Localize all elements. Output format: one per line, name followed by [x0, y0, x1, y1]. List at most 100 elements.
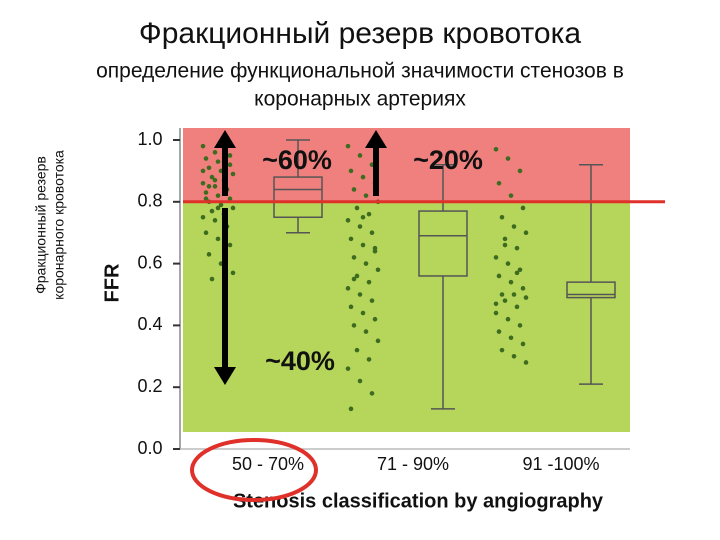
data-point [517, 323, 523, 328]
data-point [200, 214, 206, 220]
data-point [357, 378, 363, 384]
data-point [505, 156, 511, 161]
data-point [200, 143, 206, 149]
data-point [366, 357, 372, 362]
data-point [508, 193, 514, 198]
data-point [496, 329, 502, 334]
y-tick-label: 1.0 [137, 129, 162, 149]
data-point [505, 261, 511, 266]
data-point [348, 304, 354, 310]
zone-above [183, 128, 630, 202]
data-point [363, 261, 369, 266]
box [273, 176, 323, 218]
data-point [354, 205, 360, 211]
data-point [351, 187, 357, 192]
y-tick-label: 0.2 [137, 376, 162, 396]
data-point [230, 171, 236, 177]
data-point [375, 267, 381, 273]
arrow-head [214, 367, 236, 385]
y-tick-label: 0.4 [137, 314, 162, 334]
data-point [345, 143, 351, 149]
data-point [227, 196, 233, 202]
data-point [496, 180, 502, 186]
data-point [369, 298, 375, 303]
data-point [354, 347, 360, 353]
annotation: ~20% [413, 145, 483, 175]
data-point [366, 211, 372, 217]
data-point [496, 273, 502, 279]
x-axis-label: Stenosis classification by angiography [233, 490, 604, 512]
data-point [520, 286, 526, 291]
data-point [348, 236, 354, 242]
data-point [203, 196, 209, 202]
data-point [499, 214, 505, 220]
data-point [206, 184, 212, 189]
data-point [230, 270, 236, 276]
data-point [351, 255, 357, 260]
data-point [212, 218, 218, 223]
y-tick-label: 0.6 [137, 252, 162, 272]
data-point [218, 202, 224, 208]
data-point [493, 301, 499, 307]
data-point [520, 205, 526, 211]
data-point [209, 276, 215, 282]
data-point [206, 252, 212, 257]
data-point [511, 354, 517, 359]
data-point [215, 205, 221, 211]
data-point [508, 335, 514, 341]
data-point [505, 316, 511, 322]
highlight-circle [190, 438, 318, 502]
data-point [372, 316, 378, 322]
data-point [369, 391, 375, 396]
data-point [209, 208, 215, 214]
data-point [502, 242, 508, 248]
data-point [215, 193, 221, 198]
data-point [502, 298, 508, 303]
data-point [499, 347, 505, 353]
data-point [215, 236, 221, 242]
data-point [203, 230, 209, 235]
data-point [360, 242, 366, 248]
data-point [357, 153, 363, 158]
data-point [360, 214, 366, 220]
data-point [200, 168, 206, 174]
data-point [511, 224, 517, 229]
data-point [215, 159, 221, 164]
annotation: ~40% [265, 346, 335, 376]
data-point [206, 165, 212, 171]
data-point [209, 174, 215, 180]
data-point [345, 218, 351, 223]
data-point [508, 279, 514, 285]
box [418, 210, 468, 277]
data-point [200, 180, 206, 186]
box [566, 281, 616, 299]
data-point [203, 156, 209, 161]
data-point [345, 286, 351, 291]
x-tick-label: 50 - 70% [232, 454, 304, 474]
zone-below [183, 201, 630, 432]
data-point [493, 310, 499, 316]
data-point [369, 230, 375, 235]
data-point [360, 174, 366, 180]
data-point [354, 273, 360, 279]
title: Фракционный резерв кровотока [139, 17, 581, 50]
data-point [493, 146, 499, 152]
data-point [357, 224, 363, 229]
side-label: коронарного кровотока [51, 150, 67, 300]
data-point [499, 292, 505, 297]
data-point [514, 245, 520, 251]
data-point [372, 245, 378, 251]
data-point [375, 338, 381, 344]
data-point [203, 190, 209, 195]
x-tick-label: 91 -100% [522, 454, 599, 474]
data-point [517, 267, 523, 273]
data-point [502, 236, 508, 242]
data-point [357, 292, 363, 297]
data-point [520, 341, 526, 347]
data-point [212, 184, 218, 189]
data-point [517, 168, 523, 174]
data-point [366, 279, 372, 285]
y-axis-label: FFR [101, 263, 123, 302]
x-tick-label: 71 - 90% [377, 454, 449, 474]
